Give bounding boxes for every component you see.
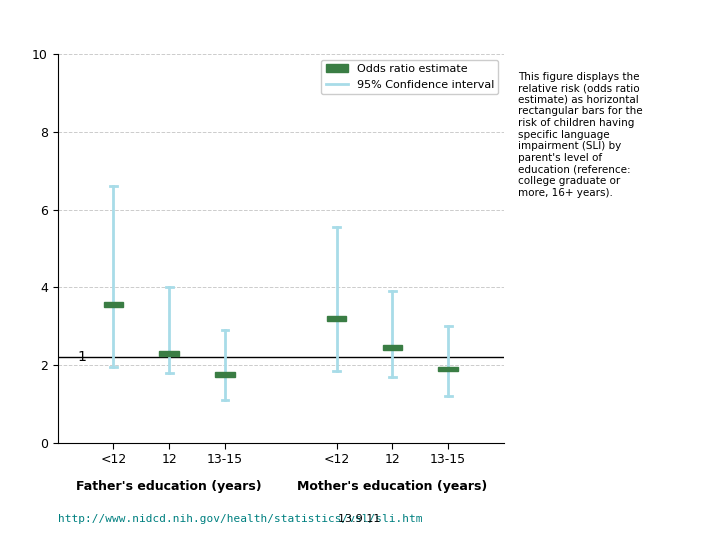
Bar <box>438 367 458 372</box>
Legend: Odds ratio estimate, 95% Confidence interval: Odds ratio estimate, 95% Confidence inte… <box>321 59 498 94</box>
Bar <box>104 302 123 307</box>
Bar <box>159 351 179 356</box>
Text: Father's education (years): Father's education (years) <box>76 480 262 492</box>
Bar <box>215 373 235 377</box>
Text: http://www.nidcd.nih.gov/health/statistics/vsl/sli.htm: http://www.nidcd.nih.gov/health/statisti… <box>58 514 422 524</box>
Bar <box>327 316 346 321</box>
Bar <box>382 345 402 350</box>
Text: This figure displays the
relative risk (odds ratio
estimate) as horizontal
recta: This figure displays the relative risk (… <box>518 71 643 198</box>
Text: 13.9.11: 13.9.11 <box>331 514 381 524</box>
Text: Mother's education (years): Mother's education (years) <box>297 480 487 492</box>
Text: 1: 1 <box>78 350 86 365</box>
